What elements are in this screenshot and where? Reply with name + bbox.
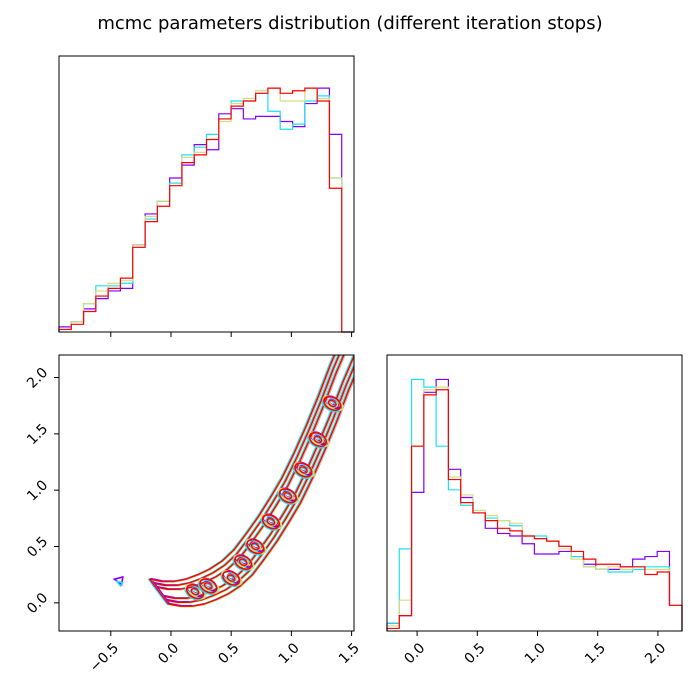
contour-blob-inner-6-series-3 bbox=[283, 492, 293, 500]
hist-x-series-2 bbox=[58, 87, 354, 333]
hist-y-series-3 bbox=[386, 389, 683, 631]
hist-y-tick-label-1: 0.5 bbox=[462, 640, 489, 667]
contour-y-tick-label-3: 1.5 bbox=[24, 421, 51, 448]
histogram-x-frame bbox=[58, 55, 355, 333]
contour-outlier-series-1 bbox=[115, 580, 125, 588]
panel-histogram-y: 0.0 0.5 1.0 1.5 2.0 bbox=[386, 354, 683, 667]
contour-blob-inner-8-series-3 bbox=[313, 435, 323, 444]
contour-frame bbox=[58, 354, 355, 632]
hist-x-series-0 bbox=[58, 87, 354, 333]
contour-y-tick-label-2: 1.0 bbox=[24, 477, 51, 504]
contour-blob-inner-7-series-3 bbox=[298, 466, 308, 474]
contour-x-tick-label-4: 1.5 bbox=[336, 640, 363, 667]
contour-level-2-series-2 bbox=[149, 355, 354, 608]
contour-x-tick-label-1: 0.0 bbox=[155, 640, 182, 667]
histogram-y-frame bbox=[386, 354, 683, 632]
contour-blob-inner-0-series-3 bbox=[190, 587, 200, 596]
hist-y-tick-label-0: 0.0 bbox=[401, 640, 428, 667]
contour-x-tick-label-3: 1.0 bbox=[276, 640, 303, 667]
contour-blob-6-series-3 bbox=[278, 488, 297, 504]
histogram-x-marks bbox=[58, 87, 354, 333]
contour-blob-3-series-3 bbox=[234, 554, 253, 570]
hist-y-series-2 bbox=[386, 386, 683, 631]
hist-x-series-3 bbox=[58, 87, 354, 333]
contour-blob-2-series-3 bbox=[222, 570, 241, 586]
contour-level-1-series-2 bbox=[152, 355, 354, 604]
contour-blob-0-series-3 bbox=[185, 583, 205, 600]
contour-blob-7-series-3 bbox=[294, 462, 313, 478]
hist-y-tick-label-3: 1.5 bbox=[582, 640, 609, 667]
contour-blob-9-series-3 bbox=[323, 395, 342, 412]
panel-contour-xy: −0.5 0.0 0.5 1.0 1.5 0.0 0.5 1.0 1.5 2.0 bbox=[24, 354, 363, 676]
chart-title: mcmc parameters distribution (different … bbox=[97, 13, 602, 34]
hist-y-series-1 bbox=[386, 378, 683, 631]
contour-blob-inner-9-series-3 bbox=[327, 399, 337, 408]
contour-level-2-series-3 bbox=[149, 355, 354, 607]
contour-level-1-series-3 bbox=[151, 355, 354, 603]
contour-blob-5-series-3 bbox=[261, 514, 281, 530]
histogram-x-ticks bbox=[110, 332, 353, 337]
contour-blob-inner-1-series-3 bbox=[203, 582, 213, 590]
contour-blob-inner-3-series-3 bbox=[238, 558, 248, 567]
contour-y-tick-label-1: 0.5 bbox=[24, 534, 51, 561]
contour-blob-4-series-3 bbox=[246, 538, 265, 555]
panel-histogram-x bbox=[58, 55, 355, 337]
contour-x-tick-label-2: 0.5 bbox=[215, 640, 242, 667]
hist-y-tick-label-2: 1.0 bbox=[522, 640, 549, 667]
histogram-y-marks bbox=[386, 378, 683, 631]
contour-y-tick-label-0: 0.0 bbox=[24, 590, 51, 617]
hist-y-tick-label-4: 2.0 bbox=[642, 640, 669, 667]
contour-blob-inner-4-series-3 bbox=[250, 542, 260, 551]
contour-blob-8-series-3 bbox=[308, 431, 328, 448]
contour-y-tick-label-4: 2.0 bbox=[24, 365, 51, 392]
hist-y-series-0 bbox=[386, 378, 683, 631]
contour-blob-1-series-3 bbox=[199, 578, 218, 594]
histogram-y-ticks: 0.0 0.5 1.0 1.5 2.0 bbox=[401, 631, 669, 667]
contour-x-tick-label-0: −0.5 bbox=[87, 640, 122, 675]
contour-marks bbox=[112, 355, 354, 608]
contour-blob-inner-5-series-3 bbox=[266, 517, 276, 526]
contour-blob-inner-2-series-3 bbox=[226, 574, 236, 582]
